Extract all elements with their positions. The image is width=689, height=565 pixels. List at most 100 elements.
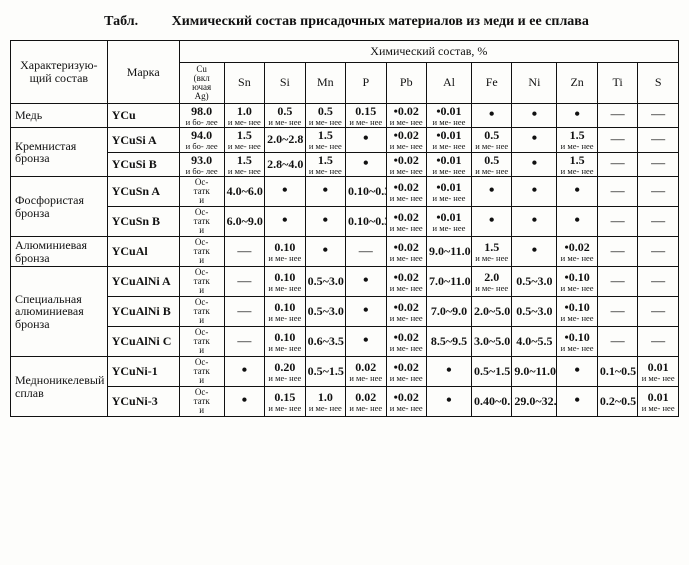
table-row: YCuAlNi CОс- татк и—0.10и ме- нее0.6~3.5…	[11, 327, 679, 357]
value-cell: 0.02и ме- нее	[346, 357, 386, 387]
value-cell: 0.10и ме- нее	[265, 327, 305, 357]
value-cell: Ос- татк и	[179, 177, 224, 207]
value-cell: •0.02и ме- нее	[386, 357, 426, 387]
value-cell: 4.0~5.5	[512, 327, 557, 357]
value-cell: 0.20и ме- нее	[265, 357, 305, 387]
value-cell: 4.0~6.0	[224, 177, 264, 207]
value-cell: 0.5~3.0	[512, 297, 557, 327]
table-row: Фосфористая бронзаYCuSn AОс- татк и4.0~6…	[11, 177, 679, 207]
value-cell: 0.5и ме- нее	[471, 152, 511, 177]
element-header: Si	[265, 62, 305, 103]
value-cell: 29.0~32.0	[512, 387, 557, 417]
value-cell: •0.02и ме- нее	[386, 207, 426, 237]
mark-cell: YCuSi B	[107, 152, 179, 177]
group-name: Медноникелевый сплав	[11, 357, 108, 417]
value-cell: —	[638, 207, 679, 237]
value-cell: —	[638, 152, 679, 177]
value-cell: •	[346, 267, 386, 297]
value-cell: •0.10и ме- нее	[557, 267, 597, 297]
value-cell: 1.0и ме- нее	[305, 387, 345, 417]
value-cell: •	[346, 297, 386, 327]
value-cell: 0.5~3.0	[512, 267, 557, 297]
value-cell: Ос- татк и	[179, 357, 224, 387]
mark-cell: YCuNi-1	[107, 357, 179, 387]
element-header: Ni	[512, 62, 557, 103]
group-name: Фосфористая бронза	[11, 177, 108, 237]
value-cell: •	[512, 237, 557, 267]
value-cell: 1.0и ме- нее	[224, 103, 264, 128]
value-cell: 0.5~1.5	[305, 357, 345, 387]
value-cell: —	[224, 327, 264, 357]
composition-table: Характеризую- щий состав Марка Химически…	[10, 40, 679, 417]
table-row: YCuNi-3Ос- татк и•0.15и ме- нее1.0и ме- …	[11, 387, 679, 417]
table-row: МедьYCu98.0и бо- лее1.0и ме- нее 0.5и ме-…	[11, 103, 679, 128]
value-cell: •	[265, 207, 305, 237]
value-cell: 0.5и ме- нее	[305, 103, 345, 128]
value-cell: —	[638, 128, 679, 153]
value-cell: 1.5и ме- нее	[471, 237, 511, 267]
value-cell: •	[305, 177, 345, 207]
table-row: YCuAlNi BОс- татк и—0.10и ме- нее0.5~3.0…	[11, 297, 679, 327]
value-cell: •0.01и ме- нее	[426, 128, 471, 153]
value-cell: •0.02и ме- нее	[386, 152, 426, 177]
value-cell: •	[224, 357, 264, 387]
element-header: Zn	[557, 62, 597, 103]
value-cell: •0.02и ме- нее	[557, 237, 597, 267]
value-cell: •	[305, 207, 345, 237]
value-cell: —	[638, 177, 679, 207]
value-cell: •	[265, 177, 305, 207]
table-row: Специальная алюминиевая бронзаYCuAlNi AО…	[11, 267, 679, 297]
value-cell: —	[597, 103, 637, 128]
value-cell: •0.02и ме- нее	[386, 327, 426, 357]
value-cell: •0.10и ме- нее	[557, 297, 597, 327]
value-cell: 0.10и ме- нее	[265, 237, 305, 267]
mark-cell: YCu	[107, 103, 179, 128]
value-cell: Ос- татк и	[179, 327, 224, 357]
value-cell: —	[597, 237, 637, 267]
value-cell: •	[305, 237, 345, 267]
value-cell: 0.40~0.75	[471, 387, 511, 417]
mark-cell: YCuAlNi A	[107, 267, 179, 297]
mark-cell: YCuSi A	[107, 128, 179, 153]
value-cell: 2.0~2.8	[265, 128, 305, 153]
value-cell: —	[597, 267, 637, 297]
value-cell: —	[597, 327, 637, 357]
value-cell: 7.0~9.0	[426, 297, 471, 327]
mark-cell: YCuNi-3	[107, 387, 179, 417]
value-cell: 0.10~0.35	[346, 207, 386, 237]
group-name: Медь	[11, 103, 108, 128]
value-cell: •	[471, 103, 511, 128]
value-cell: •	[426, 357, 471, 387]
value-cell: 2.8~4.0	[265, 152, 305, 177]
value-cell: 0.1~0.5	[597, 357, 637, 387]
value-cell: 94.0и бо- лее	[179, 128, 224, 153]
header-mark: Марка	[107, 41, 179, 104]
value-cell: •0.02и ме- нее	[386, 387, 426, 417]
title-label: Табл.	[104, 14, 138, 29]
value-cell: •0.01и ме- нее	[426, 103, 471, 128]
element-header: Cu (вкл ючая Ag)	[179, 62, 224, 103]
value-cell: •0.01и ме- нее	[426, 177, 471, 207]
value-cell: —	[224, 237, 264, 267]
value-cell: 0.01и ме- нее	[638, 357, 679, 387]
value-cell: 2.0~5.0	[471, 297, 511, 327]
value-cell: 0.5~3.0	[305, 297, 345, 327]
value-cell: 93.0и бо- лее	[179, 152, 224, 177]
value-cell: •	[346, 152, 386, 177]
table-row: YCuSi B93.0и бо- лее1.5и ме- нее2.8~4.01…	[11, 152, 679, 177]
value-cell: 0.15и ме- нее	[265, 387, 305, 417]
value-cell: •0.02и ме- нее	[386, 267, 426, 297]
value-cell: —	[638, 297, 679, 327]
value-cell: —	[638, 327, 679, 357]
value-cell: 98.0и бо- лее	[179, 103, 224, 128]
value-cell: —	[597, 297, 637, 327]
value-cell: 0.5~1.5	[471, 357, 511, 387]
value-cell: •	[346, 128, 386, 153]
value-cell: 9.0~11.0	[426, 237, 471, 267]
table-title: Табл. Химический состав присадочных мате…	[14, 14, 679, 30]
value-cell: •0.02и ме- нее	[386, 128, 426, 153]
mark-cell: YCuSn B	[107, 207, 179, 237]
value-cell: 1.5и ме- нее	[557, 152, 597, 177]
mark-cell: YCuAlNi B	[107, 297, 179, 327]
value-cell: •	[557, 357, 597, 387]
